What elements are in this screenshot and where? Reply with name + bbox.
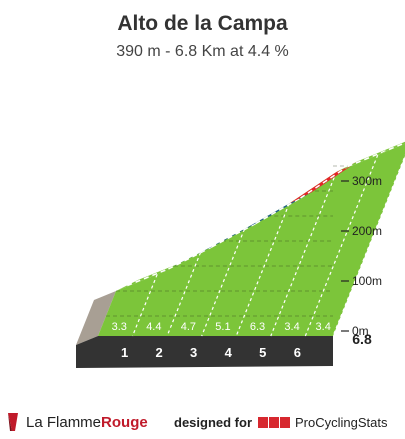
footer-credit: designed for ProCyclingStats	[174, 410, 388, 434]
top-strip-segment	[244, 192, 312, 229]
profile-base-band	[76, 336, 333, 368]
gradient-label: 4.4	[146, 321, 161, 333]
profile-side-wall	[76, 291, 116, 345]
brand-suffix: Rouge	[101, 413, 148, 431]
gradient-label: 5.1	[215, 321, 230, 333]
km-divider-2	[166, 252, 202, 337]
elevation-label: 200m	[352, 224, 382, 238]
km-tick-label: 5	[259, 345, 266, 360]
road-centerline	[300, 165, 349, 199]
km-tick-label: 6	[294, 345, 301, 360]
profile-front-face	[98, 143, 405, 336]
gradient-label: 3.4	[284, 321, 299, 333]
pcs-logo-icon	[258, 416, 291, 428]
gradient-label: 3.3	[112, 321, 127, 333]
km-divider-3	[201, 228, 246, 337]
flame-logo-icon	[8, 413, 18, 431]
km-tick-label: 2	[156, 345, 163, 360]
site-name: ProCyclingStats	[295, 414, 388, 430]
top-strip-segment	[200, 217, 267, 253]
km-divider-1	[132, 274, 158, 337]
road-centerline	[126, 268, 169, 287]
designed-for-label: designed for	[174, 414, 253, 430]
la-flamme-rouge-logo: La Flamme Rouge	[6, 410, 148, 434]
climb-subtitle: 390 m - 6.8 Km at 4.4 %	[116, 43, 289, 60]
page-title: Alto de la Campa	[117, 12, 288, 35]
km-divider-6	[304, 154, 379, 337]
distance-total-label: 6.8	[352, 331, 372, 347]
elevation-label: 100m	[352, 274, 382, 288]
km-tick-label: 1	[121, 345, 128, 360]
km-tick-label: 3	[190, 345, 197, 360]
elevation-label: 0m	[352, 324, 369, 338]
gradient-label: 3.4	[316, 321, 331, 333]
top-strip-segment	[157, 241, 224, 275]
road-centerline	[168, 246, 213, 270]
km-divider-7	[332, 154, 405, 337]
elevation-label: 300m	[352, 174, 382, 188]
km-tick-label: 4	[225, 345, 233, 360]
brand-prefix: La Flamme	[26, 413, 102, 431]
gradient-label: 6.3	[250, 321, 265, 333]
gradient-label: 4.7	[181, 321, 196, 333]
road-centerline	[347, 148, 390, 168]
